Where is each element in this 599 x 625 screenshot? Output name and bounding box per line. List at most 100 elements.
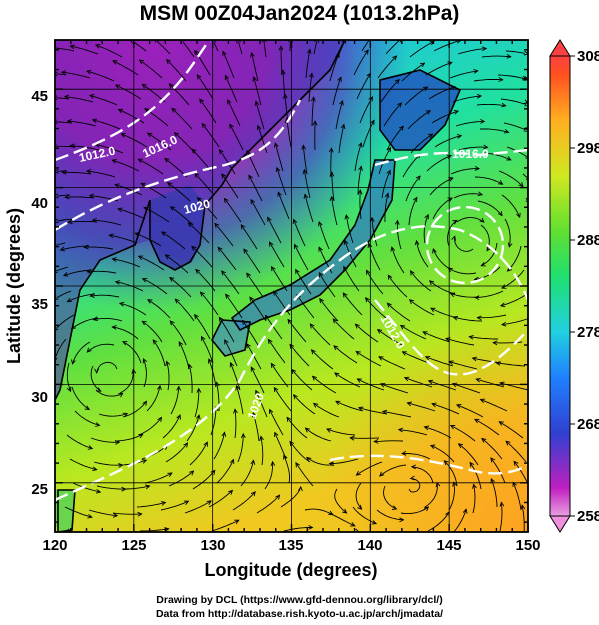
streamline xyxy=(184,500,212,514)
streamline xyxy=(424,482,438,508)
streamline-arrow xyxy=(397,102,403,108)
streamline xyxy=(357,166,362,196)
streamline-arrow xyxy=(224,74,230,81)
streamline-arrow xyxy=(165,360,171,366)
streamline-arrow xyxy=(386,302,392,308)
streamline-arrow xyxy=(462,508,468,514)
streamline xyxy=(256,494,280,514)
streamline xyxy=(408,478,421,493)
streamline xyxy=(319,298,339,322)
streamline xyxy=(194,173,215,196)
streamline-arrow xyxy=(187,222,193,228)
streamline-arrow xyxy=(473,68,479,74)
streamline xyxy=(142,278,168,295)
streamline-arrow xyxy=(333,345,339,351)
streamline-arrow xyxy=(203,441,208,447)
streamline-arrow xyxy=(118,392,124,398)
streamline-arrow xyxy=(229,123,234,129)
streamline xyxy=(343,266,360,292)
streamline xyxy=(381,170,391,199)
streamline-arrow xyxy=(334,372,340,378)
streamline-arrow xyxy=(249,296,255,302)
streamline xyxy=(387,274,408,298)
streamline-arrow xyxy=(55,193,59,199)
streamline-arrow xyxy=(67,528,72,532)
x-tick-labels: 120 125 130 135 140 145 150 xyxy=(42,537,540,554)
x-tick-label: 145 xyxy=(436,537,461,554)
streamline xyxy=(428,86,456,100)
streamline-arrow xyxy=(498,180,504,185)
streamline-arrow xyxy=(207,358,213,364)
streamline xyxy=(450,293,480,298)
streamline xyxy=(430,445,455,463)
streamline xyxy=(333,345,358,364)
streamline xyxy=(287,319,307,343)
streamline xyxy=(329,53,340,82)
streamline-arrow xyxy=(114,84,121,89)
streamline xyxy=(410,133,433,154)
streamline-arrow xyxy=(328,147,334,153)
streamline-arrow xyxy=(227,99,232,105)
streamline xyxy=(186,414,200,442)
streamline-arrow xyxy=(452,481,457,487)
streamline-arrow xyxy=(117,207,123,213)
streamline-arrow xyxy=(229,361,235,368)
streamline xyxy=(118,109,145,124)
streamline xyxy=(132,41,147,52)
streamline-arrow xyxy=(453,109,460,115)
streamline xyxy=(138,255,165,271)
streamline-arrow xyxy=(364,297,370,303)
streamline xyxy=(264,461,274,490)
streamline xyxy=(66,434,93,450)
streamline xyxy=(273,387,292,412)
streamline-arrow xyxy=(499,302,506,308)
streamline xyxy=(267,217,282,244)
streamline xyxy=(201,336,214,364)
streamline xyxy=(402,153,421,178)
streamline-arrow xyxy=(61,169,67,175)
streamline xyxy=(359,190,362,220)
streamline xyxy=(450,425,476,442)
streamline-arrow xyxy=(329,171,335,177)
streamline-arrow xyxy=(286,416,292,422)
streamline xyxy=(217,247,237,271)
streamline xyxy=(160,500,189,511)
streamline xyxy=(400,506,429,515)
streamline xyxy=(505,440,527,463)
streamline xyxy=(512,482,522,511)
streamline xyxy=(365,297,387,319)
streamline-arrow xyxy=(282,93,288,99)
streamline-arrow xyxy=(86,347,92,353)
y-tick-labels: 25 30 35 40 45 xyxy=(31,88,48,498)
streamline xyxy=(490,457,506,484)
colorbar-scale xyxy=(549,55,571,517)
streamline-arrow xyxy=(70,324,77,330)
streamline-arrow xyxy=(499,501,505,507)
streamline-arrow xyxy=(292,218,298,225)
streamline xyxy=(257,125,268,154)
streamline-arrow xyxy=(455,404,462,409)
streamline-arrow xyxy=(298,485,303,492)
streamline-arrow xyxy=(91,217,97,223)
streamline xyxy=(55,47,75,52)
streamline-arrow xyxy=(112,60,118,65)
streamline xyxy=(162,414,181,439)
streamline-arrow xyxy=(270,460,276,467)
streamline xyxy=(115,184,143,196)
streamline xyxy=(404,377,433,388)
streamline-arrow xyxy=(199,291,205,297)
streamline-arrow xyxy=(294,243,299,250)
streamline xyxy=(499,502,503,532)
streamline-arrow xyxy=(424,213,429,220)
streamline-arrow xyxy=(222,50,227,56)
streamline-arrow xyxy=(167,472,173,477)
streamline-arrow xyxy=(63,94,70,100)
streamline-arrow xyxy=(451,235,456,241)
streamline-arrow xyxy=(474,534,478,539)
streamline-arrow xyxy=(301,144,307,150)
streamline xyxy=(481,55,511,58)
streamline-arrow xyxy=(137,255,144,260)
streamline xyxy=(218,317,235,343)
streamline-arrow xyxy=(310,96,316,102)
streamline-arrow xyxy=(529,52,533,56)
